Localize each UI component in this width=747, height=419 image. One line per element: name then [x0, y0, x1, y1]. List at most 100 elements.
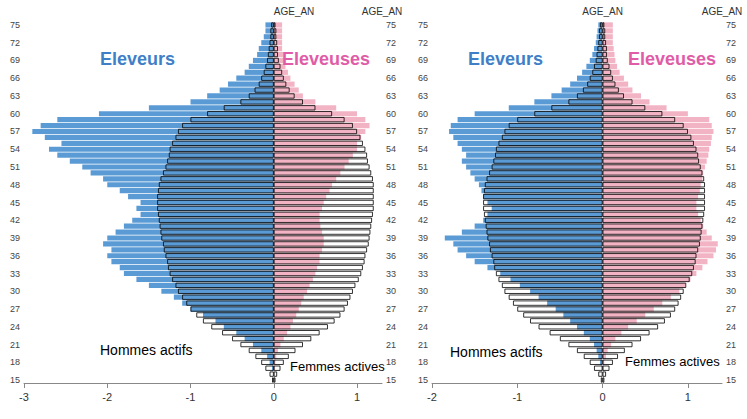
svg-text:27: 27 [386, 304, 396, 314]
svg-text:18: 18 [10, 357, 20, 367]
svg-text:48: 48 [418, 180, 428, 190]
svg-text:63: 63 [418, 91, 428, 101]
svg-text:36: 36 [10, 251, 20, 261]
svg-text:21: 21 [418, 340, 428, 350]
svg-text:60: 60 [386, 109, 396, 119]
svg-text:18: 18 [386, 357, 396, 367]
svg-text:57: 57 [726, 126, 736, 136]
svg-text:42: 42 [10, 215, 20, 225]
svg-text:42: 42 [726, 215, 736, 225]
svg-text:Eleveuses: Eleveuses [282, 49, 370, 69]
svg-text:AGE_AN: AGE_AN [582, 6, 623, 17]
svg-text:36: 36 [418, 251, 428, 261]
svg-text:36: 36 [726, 251, 736, 261]
svg-text:45: 45 [418, 198, 428, 208]
svg-text:75: 75 [10, 20, 20, 30]
svg-text:Femmes actives: Femmes actives [625, 354, 720, 369]
svg-text:69: 69 [418, 55, 428, 65]
svg-text:75: 75 [726, 20, 736, 30]
svg-text:1: 1 [685, 391, 691, 403]
svg-text:51: 51 [726, 162, 736, 172]
svg-text:69: 69 [726, 55, 736, 65]
svg-text:54: 54 [386, 144, 396, 154]
svg-text:-2: -2 [427, 391, 437, 403]
svg-text:72: 72 [726, 38, 736, 48]
svg-text:18: 18 [726, 357, 736, 367]
svg-text:69: 69 [10, 55, 20, 65]
svg-text:Hommes actifs: Hommes actifs [450, 344, 543, 360]
svg-text:24: 24 [418, 322, 428, 332]
svg-text:51: 51 [386, 162, 396, 172]
svg-text:33: 33 [726, 269, 736, 279]
svg-text:39: 39 [418, 233, 428, 243]
svg-text:33: 33 [10, 269, 20, 279]
svg-text:Hommes actifs: Hommes actifs [100, 342, 193, 358]
svg-text:27: 27 [418, 304, 428, 314]
svg-text:-3: -3 [19, 391, 29, 403]
svg-text:24: 24 [726, 322, 736, 332]
svg-text:42: 42 [386, 215, 396, 225]
svg-text:57: 57 [386, 126, 396, 136]
svg-text:Eleveurs: Eleveurs [468, 49, 543, 69]
svg-text:51: 51 [10, 162, 20, 172]
svg-text:66: 66 [726, 73, 736, 83]
svg-text:30: 30 [386, 286, 396, 296]
svg-text:48: 48 [726, 180, 736, 190]
svg-text:66: 66 [10, 73, 20, 83]
svg-text:AGE_AN: AGE_AN [702, 6, 743, 17]
svg-text:60: 60 [10, 109, 20, 119]
svg-text:57: 57 [418, 126, 428, 136]
svg-text:54: 54 [418, 144, 428, 154]
svg-text:75: 75 [418, 20, 428, 30]
svg-text:Eleveuses: Eleveuses [628, 49, 716, 69]
svg-text:30: 30 [726, 286, 736, 296]
svg-text:33: 33 [418, 269, 428, 279]
svg-text:36: 36 [386, 251, 396, 261]
svg-text:15: 15 [418, 375, 428, 385]
svg-text:45: 45 [386, 198, 396, 208]
svg-text:30: 30 [418, 286, 428, 296]
svg-text:60: 60 [726, 109, 736, 119]
svg-text:69: 69 [386, 55, 396, 65]
svg-text:15: 15 [10, 375, 20, 385]
svg-text:AGE_AN: AGE_AN [362, 6, 403, 17]
svg-text:39: 39 [726, 233, 736, 243]
svg-text:60: 60 [418, 109, 428, 119]
svg-text:-1: -1 [512, 391, 522, 403]
svg-text:27: 27 [726, 304, 736, 314]
svg-text:0: 0 [271, 391, 277, 403]
svg-text:39: 39 [386, 233, 396, 243]
svg-text:21: 21 [10, 340, 20, 350]
svg-text:45: 45 [10, 198, 20, 208]
svg-text:0: 0 [600, 391, 606, 403]
svg-text:54: 54 [726, 144, 736, 154]
svg-text:21: 21 [386, 340, 396, 350]
svg-text:-1: -1 [186, 391, 196, 403]
svg-text:15: 15 [726, 375, 736, 385]
svg-text:54: 54 [10, 144, 20, 154]
svg-text:27: 27 [10, 304, 20, 314]
svg-text:33: 33 [386, 269, 396, 279]
svg-text:15: 15 [386, 375, 396, 385]
svg-text:21: 21 [726, 340, 736, 350]
svg-text:72: 72 [10, 38, 20, 48]
svg-text:51: 51 [418, 162, 428, 172]
svg-text:24: 24 [10, 322, 20, 332]
svg-text:66: 66 [386, 73, 396, 83]
svg-text:63: 63 [726, 91, 736, 101]
svg-text:72: 72 [386, 38, 396, 48]
svg-text:57: 57 [10, 126, 20, 136]
svg-text:30: 30 [10, 286, 20, 296]
svg-text:39: 39 [10, 233, 20, 243]
svg-text:63: 63 [10, 91, 20, 101]
svg-text:1: 1 [354, 391, 360, 403]
svg-text:66: 66 [418, 73, 428, 83]
svg-text:75: 75 [386, 20, 396, 30]
svg-text:Femmes actives: Femmes actives [290, 359, 385, 374]
svg-text:Eleveurs: Eleveurs [100, 49, 175, 69]
svg-text:45: 45 [726, 198, 736, 208]
svg-text:42: 42 [418, 215, 428, 225]
svg-text:24: 24 [386, 322, 396, 332]
svg-text:AGE_AN: AGE_AN [274, 6, 315, 17]
svg-text:72: 72 [418, 38, 428, 48]
